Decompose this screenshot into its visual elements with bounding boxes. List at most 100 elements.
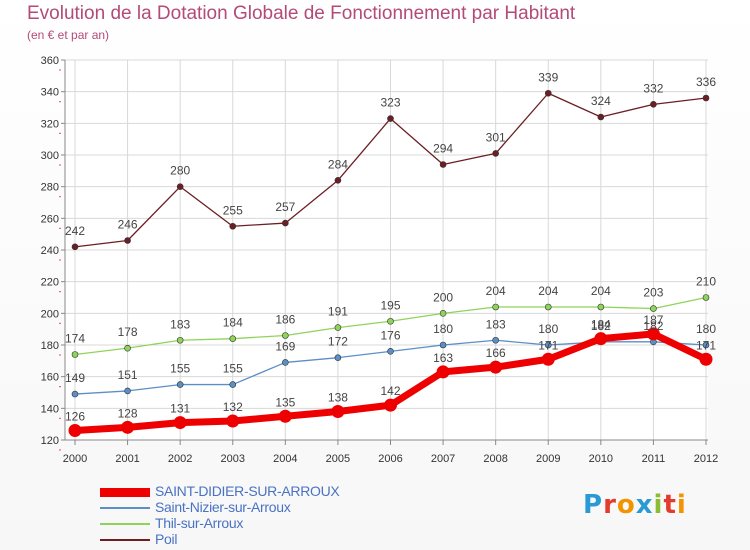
data-label: 180: [696, 322, 716, 336]
data-point: [387, 348, 394, 355]
data-point: [121, 420, 135, 434]
x-tick-label: 2005: [326, 453, 350, 465]
logo-letter: o: [616, 490, 636, 520]
y-tick-label: 140: [41, 403, 59, 415]
data-label: 171: [696, 338, 716, 352]
grid: [65, 59, 708, 441]
data-label: 166: [486, 346, 506, 360]
data-label: 257: [275, 200, 295, 214]
x-tick-label: 2001: [115, 453, 139, 465]
data-label: 138: [328, 391, 348, 405]
data-label: 172: [328, 335, 348, 349]
data-point: [699, 352, 713, 366]
y-tick-label: 300: [41, 150, 59, 162]
data-label: 182: [643, 319, 663, 333]
data-point: [492, 150, 499, 157]
data-label: 210: [696, 275, 716, 289]
data-label: 142: [380, 384, 400, 398]
data-point: [439, 310, 447, 317]
legend-label: Poil: [155, 531, 178, 547]
data-label: 149: [65, 371, 85, 385]
data-point: [226, 414, 240, 428]
data-label: 339: [538, 70, 558, 84]
y-tick-label: 340: [41, 87, 59, 99]
data-label: 187: [643, 313, 663, 327]
data-point: [594, 332, 608, 346]
data-point: [650, 101, 657, 108]
y-tick-label: 240: [41, 245, 59, 257]
data-point: [334, 177, 342, 184]
legend-swatch: [100, 539, 150, 541]
data-label: 176: [380, 328, 400, 342]
legend-swatch: [100, 487, 150, 497]
data-point: [68, 424, 82, 437]
data-point: [387, 317, 394, 325]
data-point: [597, 303, 605, 311]
data-point: [282, 332, 289, 339]
data-point: [71, 243, 79, 251]
data-label: 204: [486, 284, 506, 298]
y-tick-label: 220: [41, 277, 59, 289]
data-label: 191: [328, 305, 348, 319]
data-point: [646, 327, 660, 341]
logo-letter: i: [676, 490, 687, 520]
y-tick-label: 320: [41, 118, 59, 130]
x-tick-label: 2012: [694, 453, 718, 465]
data-point: [439, 161, 447, 168]
data-label: 200: [433, 290, 453, 304]
data-label: 151: [118, 368, 138, 382]
data-point: [334, 354, 342, 361]
logo-letter: r: [603, 490, 617, 520]
data-label: 204: [538, 284, 558, 298]
data-label: 204: [591, 284, 611, 298]
data-label: 323: [380, 96, 400, 110]
logo-letter: i: [653, 490, 664, 520]
y-tick-label: 120: [41, 435, 59, 447]
data-point: [492, 303, 499, 311]
x-tick-label: 2000: [63, 453, 87, 465]
data-label: 294: [433, 142, 453, 156]
x-tick-label: 2007: [431, 453, 455, 465]
data-label: 180: [433, 322, 453, 336]
data-point: [544, 341, 552, 349]
data-label: 131: [170, 402, 190, 416]
data-point: [334, 324, 342, 331]
data-point: [702, 94, 710, 102]
data-point: [124, 387, 131, 395]
data-point: [124, 344, 131, 352]
logo-letter: P: [583, 490, 604, 520]
data-label: 284: [328, 157, 348, 171]
x-tick-label: 2002: [168, 453, 192, 465]
data-point: [702, 341, 710, 349]
data-label: 174: [65, 332, 85, 346]
x-tick-label: 2008: [483, 453, 507, 465]
data-point: [439, 341, 447, 349]
data-label: 171: [538, 338, 558, 352]
data-label: 183: [170, 317, 190, 331]
data-label: 195: [380, 298, 400, 312]
data-point: [597, 113, 605, 121]
data-point: [650, 305, 657, 312]
data-label: 132: [223, 400, 243, 414]
logo-letter: x: [635, 490, 654, 520]
data-point: [387, 115, 394, 122]
data-point: [331, 405, 345, 418]
data-point: [544, 303, 552, 311]
data-label: 255: [223, 203, 243, 217]
axes: 120 140 160 180 200 220 240 260 280 300 320 340 360 2…: [41, 55, 719, 465]
x-tick-label: 2009: [536, 453, 560, 465]
data-point: [176, 336, 184, 344]
data-label: 280: [170, 164, 190, 178]
data-label: 246: [118, 218, 138, 232]
data-point: [229, 335, 237, 342]
data-label: 184: [223, 316, 243, 330]
data-point: [229, 381, 237, 388]
y-tick-label: 200: [41, 308, 59, 320]
data-point: [541, 352, 555, 366]
y-tick-label: 260: [41, 213, 59, 225]
legend-label: Saint-Nizier-sur-Arroux: [155, 499, 291, 515]
data-label: 135: [275, 395, 295, 409]
x-tick-label: 2011: [642, 453, 666, 465]
data-point: [489, 360, 503, 374]
data-label: 155: [223, 362, 243, 376]
